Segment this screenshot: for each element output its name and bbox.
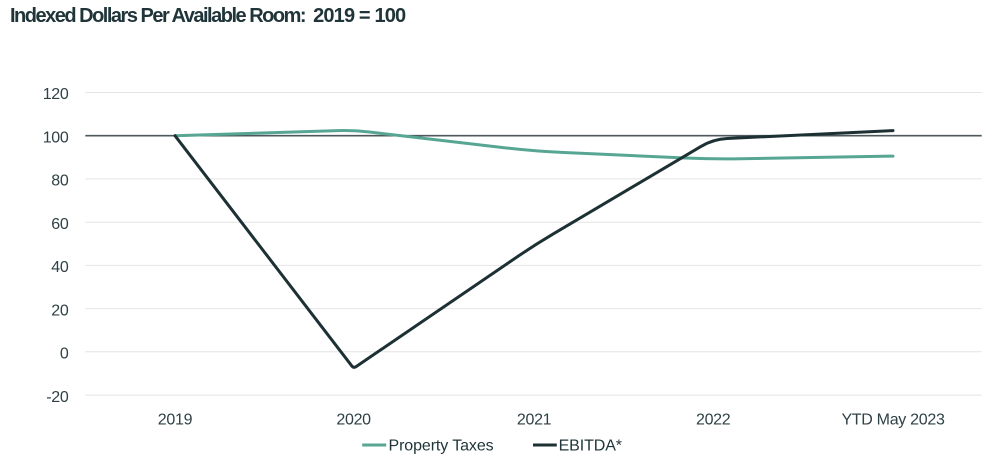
svg-text:Property Taxes: Property Taxes: [389, 438, 494, 455]
svg-text:120: 120: [43, 86, 69, 103]
svg-text:40: 40: [51, 259, 69, 276]
svg-text:EBITDA*: EBITDA*: [559, 438, 622, 455]
svg-text:0: 0: [60, 346, 69, 363]
svg-text:YTD May 2023: YTD May 2023: [841, 411, 945, 428]
svg-text:2020: 2020: [336, 411, 371, 428]
svg-text:2019: 2019: [158, 411, 193, 428]
svg-text:80: 80: [51, 173, 69, 190]
svg-text:-20: -20: [46, 389, 69, 406]
svg-text:100: 100: [43, 129, 69, 146]
svg-text:60: 60: [51, 216, 69, 233]
svg-text:20: 20: [51, 302, 69, 319]
svg-text:2022: 2022: [696, 411, 731, 428]
svg-text:2021: 2021: [517, 411, 552, 428]
